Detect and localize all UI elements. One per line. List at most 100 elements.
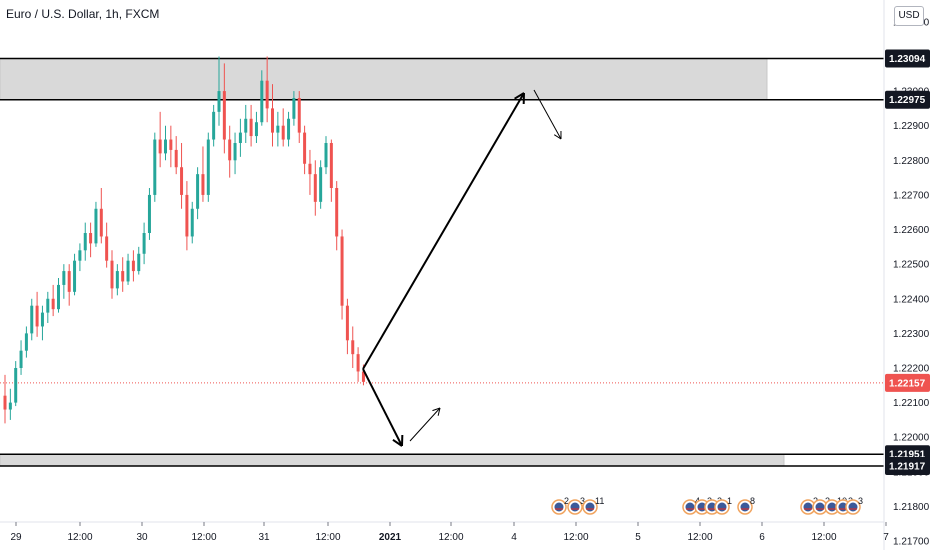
price-tag-label: 1.21917 <box>889 461 926 472</box>
economic-event-flag-icon[interactable]: 8 <box>737 496 755 515</box>
time-tick-label: 2021 <box>379 532 402 543</box>
price-tick-label: 1.22300 <box>893 329 930 340</box>
event-count: 1 <box>727 496 732 506</box>
price-tick-label: 1.22000 <box>893 433 930 444</box>
chart-title: Euro / U.S. Dollar, 1h, FXCM <box>6 7 160 21</box>
price-tick-label: 1.22400 <box>893 294 930 305</box>
candle-body <box>329 143 333 188</box>
candle-body <box>115 271 119 289</box>
candle-body <box>361 371 365 382</box>
candle-body <box>83 233 87 251</box>
level-price-tag <box>885 456 930 475</box>
price-tick-label: 1.22500 <box>893 260 930 271</box>
arrow-head <box>392 438 403 447</box>
candle-body <box>345 305 349 341</box>
economic-event-flag-icon[interactable]: 3 <box>845 496 863 515</box>
time-tick-label: 12:00 <box>67 532 92 543</box>
trend-arrow-line <box>362 368 403 447</box>
candle-body <box>308 163 312 175</box>
time-tick-label: 12:00 <box>811 532 836 543</box>
event-count: 3 <box>580 496 585 506</box>
candle-body <box>142 233 146 254</box>
candle-body <box>356 354 360 372</box>
price-tag-label: 1.22975 <box>889 95 926 106</box>
candle-body <box>319 167 323 202</box>
candle-body <box>105 236 109 261</box>
trend-arrow-line <box>533 89 562 140</box>
candle-body <box>169 139 173 150</box>
candle-body <box>14 368 18 403</box>
price-tag-label: 1.22157 <box>889 378 926 389</box>
arrow-head <box>514 92 525 100</box>
candle-body <box>158 139 162 154</box>
time-tick-label: 12:00 <box>687 532 712 543</box>
candle-body <box>190 208 194 237</box>
candle-body <box>244 118 248 133</box>
price-tag-label: 1.23094 <box>889 54 926 65</box>
economic-event-flag-icon[interactable]: 11 <box>582 496 604 515</box>
price-tick-label: 1.22100 <box>893 398 930 409</box>
flag-field <box>570 502 580 512</box>
candle-body <box>276 125 280 133</box>
candle-body <box>217 91 221 112</box>
flag-field <box>815 502 825 512</box>
flag-field <box>585 502 595 512</box>
candle-body <box>110 260 114 289</box>
candle-body <box>297 98 301 133</box>
candle-body <box>19 350 23 368</box>
candle-body <box>147 194 151 233</box>
price-tick-label: 1.21800 <box>893 502 930 513</box>
candle-body <box>238 132 242 143</box>
time-tick-label: 5 <box>635 532 641 543</box>
candle-body <box>24 333 28 351</box>
trend-arrow-line <box>362 92 525 370</box>
candle-body <box>340 236 344 306</box>
candle-body <box>174 149 178 168</box>
candle-body <box>46 298 50 313</box>
candle-body <box>196 174 200 209</box>
price-tick-label: 1.21700 <box>893 537 930 548</box>
flag-field <box>803 502 813 512</box>
economic-event-flag-icon[interactable]: 1 <box>714 496 732 515</box>
time-tick-label: 30 <box>136 532 148 543</box>
currency-badge[interactable]: USD <box>894 6 924 26</box>
flag-field <box>685 502 695 512</box>
time-tick-label: 6 <box>759 532 765 543</box>
price-tag-label: 1.21951 <box>889 450 926 461</box>
candle-body <box>254 122 258 137</box>
economic-event-flag-icon[interactable]: 2 <box>551 496 569 515</box>
candle-body <box>78 250 82 261</box>
price-tick-label: 1.22200 <box>893 364 930 375</box>
candle-body <box>35 305 39 327</box>
candle-body <box>57 284 60 310</box>
arrow-head <box>553 134 562 140</box>
price-tick-label: 1.22600 <box>893 225 930 236</box>
candle-body <box>335 188 339 237</box>
support-zone <box>0 453 785 467</box>
event-count: 8 <box>750 496 755 506</box>
trend-arrow-line <box>409 407 441 442</box>
event-count: 3 <box>858 496 863 506</box>
level-price-tag <box>885 90 930 109</box>
candle-body <box>126 260 130 282</box>
candle-body <box>153 139 157 195</box>
candle-body <box>73 260 77 292</box>
candle-body <box>51 298 55 310</box>
event-count: 2 <box>564 496 569 506</box>
candle-body <box>292 98 296 119</box>
candle-body <box>3 395 7 410</box>
candle-body <box>67 271 71 292</box>
arrow-head <box>432 407 441 412</box>
candle-body <box>201 174 205 195</box>
candle-body <box>222 91 226 140</box>
time-tick-label: 31 <box>258 532 270 543</box>
flag-field <box>554 502 564 512</box>
candle-body <box>40 312 44 327</box>
candle-body <box>185 194 189 237</box>
candle-body <box>206 139 210 195</box>
time-tick-label: 12:00 <box>563 532 588 543</box>
candle-body <box>271 108 274 133</box>
economic-event-flag-icon[interactable]: 3 <box>567 496 585 515</box>
